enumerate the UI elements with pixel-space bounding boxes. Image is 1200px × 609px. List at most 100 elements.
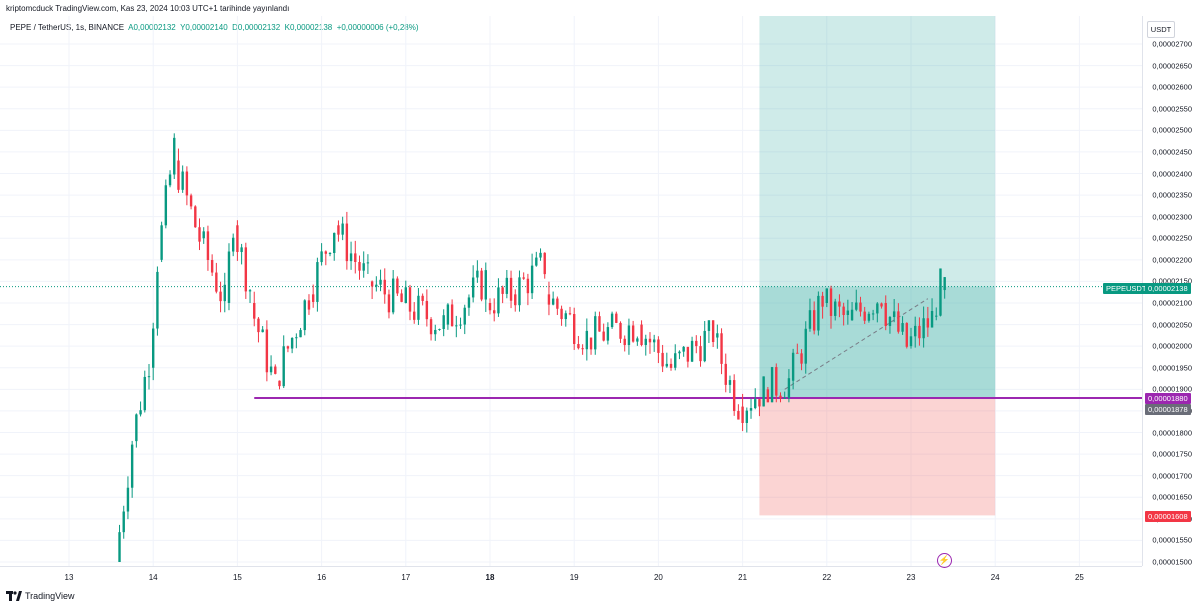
candle-body xyxy=(817,295,820,331)
candle-body xyxy=(724,363,727,385)
candle-body xyxy=(333,232,336,254)
candle-body xyxy=(631,325,635,342)
candle-body xyxy=(139,410,142,415)
candle-body xyxy=(471,277,475,298)
candle-body xyxy=(370,281,374,287)
lightning-icon[interactable]: ⚡ xyxy=(937,553,952,568)
candle-body xyxy=(358,261,361,271)
stop-price-label: 0,00001608 xyxy=(1145,511,1191,522)
candle-body xyxy=(488,303,492,311)
candle-body xyxy=(892,311,896,317)
candle-body xyxy=(514,294,517,306)
candle-body xyxy=(897,311,900,332)
candlestick-chart[interactable] xyxy=(0,16,1142,566)
chart-pane[interactable] xyxy=(0,16,1142,566)
candle-body xyxy=(749,408,753,411)
chart-lines xyxy=(0,286,1142,399)
candle-body xyxy=(808,310,812,329)
candle-body xyxy=(286,346,290,349)
candle-body xyxy=(850,309,854,321)
candle-body xyxy=(564,313,567,320)
candle-body xyxy=(143,376,146,411)
candle-body xyxy=(796,352,799,354)
candle-body xyxy=(741,406,744,424)
candle-body xyxy=(834,301,837,316)
candle-body xyxy=(396,278,399,294)
legend-low: D0,00002132 xyxy=(232,23,281,32)
candle-body xyxy=(754,399,757,409)
candle-body xyxy=(295,337,298,339)
candle-body xyxy=(800,353,803,364)
candle-body xyxy=(484,270,487,300)
candle-body xyxy=(526,278,530,294)
candle-body xyxy=(758,399,761,407)
candle-body xyxy=(130,444,134,488)
tradingview-logo-icon xyxy=(6,591,22,601)
price-tick-label: 0,00001650 xyxy=(1152,492,1192,502)
candle-body xyxy=(509,277,513,301)
candle-body xyxy=(185,171,189,196)
candle-body xyxy=(775,367,778,396)
candle-body xyxy=(257,318,260,333)
candle-body xyxy=(387,294,391,313)
candle-body xyxy=(349,253,353,262)
current-price-label: 0,00002138 xyxy=(1145,283,1191,294)
candle-body xyxy=(455,325,458,327)
symbol-legend: PEPE / TetherUS, 1s, BINANCE A0,00002132… xyxy=(10,23,419,32)
price-tick-label: 0,00001500 xyxy=(1152,557,1192,567)
candle-body xyxy=(909,336,913,347)
candle-body xyxy=(122,511,125,533)
candle-body xyxy=(442,315,445,330)
price-tick-label: 0,00002600 xyxy=(1152,82,1192,92)
candle-body xyxy=(581,348,584,350)
candle-body xyxy=(589,337,593,350)
candle-body xyxy=(316,262,319,302)
candle-body xyxy=(732,380,736,411)
candle-body xyxy=(173,137,176,175)
candle-body xyxy=(556,298,559,309)
price-tick-label: 0,00002400 xyxy=(1152,169,1192,178)
candle-body xyxy=(299,330,302,338)
candle-body xyxy=(606,327,610,341)
candle-body xyxy=(164,185,168,226)
candle-body xyxy=(783,397,786,399)
candle-body xyxy=(324,251,328,254)
time-tick-label: 21 xyxy=(738,573,748,582)
price-tick-label: 0,00002700 xyxy=(1152,39,1192,49)
candle-body xyxy=(413,311,416,320)
candle-body xyxy=(522,277,525,279)
legend-high: Y0,00002140 xyxy=(180,23,228,32)
legend-close: K0,00002138 xyxy=(284,23,333,32)
candle-body xyxy=(375,284,378,287)
time-tick-label: 24 xyxy=(990,573,1000,582)
candle-body xyxy=(181,171,184,190)
position-zones xyxy=(759,16,996,516)
candle-body xyxy=(644,338,647,346)
cursor-price-label: 0,00001878 xyxy=(1145,404,1191,415)
price-tick-label: 0,00001700 xyxy=(1152,471,1192,481)
time-tick-label: 15 xyxy=(232,573,242,582)
currency-button[interactable]: USDT xyxy=(1147,21,1175,38)
candle-body xyxy=(425,300,429,320)
candles xyxy=(118,133,946,562)
price-tick-label: 0,00002550 xyxy=(1152,104,1192,114)
candle-body xyxy=(459,324,462,326)
candle-body xyxy=(665,363,669,367)
candle-body xyxy=(745,410,749,424)
footer-brand[interactable]: TradingView xyxy=(6,591,75,601)
line-price-label: 0,00001880 xyxy=(1145,393,1191,404)
legend-change: +0,00000006 (+0,28%) xyxy=(336,23,419,32)
candle-body xyxy=(493,310,496,314)
time-tick-label: 19 xyxy=(569,573,579,582)
loss-zone xyxy=(759,397,996,516)
candle-body xyxy=(573,314,576,345)
price-axis[interactable]: 0,00002700 0,00002650 0,00002600 0,00002550… xyxy=(1142,16,1200,567)
candle-body xyxy=(930,310,934,328)
candle-body xyxy=(198,227,201,242)
candle-body xyxy=(362,263,365,271)
candle-body xyxy=(543,252,546,275)
candle-body xyxy=(320,251,323,263)
time-axis[interactable]: 13 14 15 16 17 18 19 20 21 22 23 24 25 xyxy=(0,566,1142,587)
candle-body xyxy=(695,340,698,347)
price-tick-label: 0,00002450 xyxy=(1152,147,1192,157)
